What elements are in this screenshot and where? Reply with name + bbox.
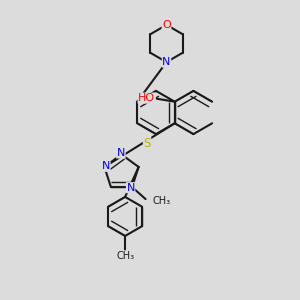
Text: N: N <box>126 183 135 193</box>
Text: HO: HO <box>138 93 155 103</box>
Text: N: N <box>102 161 110 171</box>
Text: CH₃: CH₃ <box>116 251 134 261</box>
Text: N: N <box>117 148 125 158</box>
Text: O: O <box>162 20 171 30</box>
Text: CH₃: CH₃ <box>152 196 170 206</box>
Text: N: N <box>162 57 171 67</box>
Text: S: S <box>143 137 151 150</box>
